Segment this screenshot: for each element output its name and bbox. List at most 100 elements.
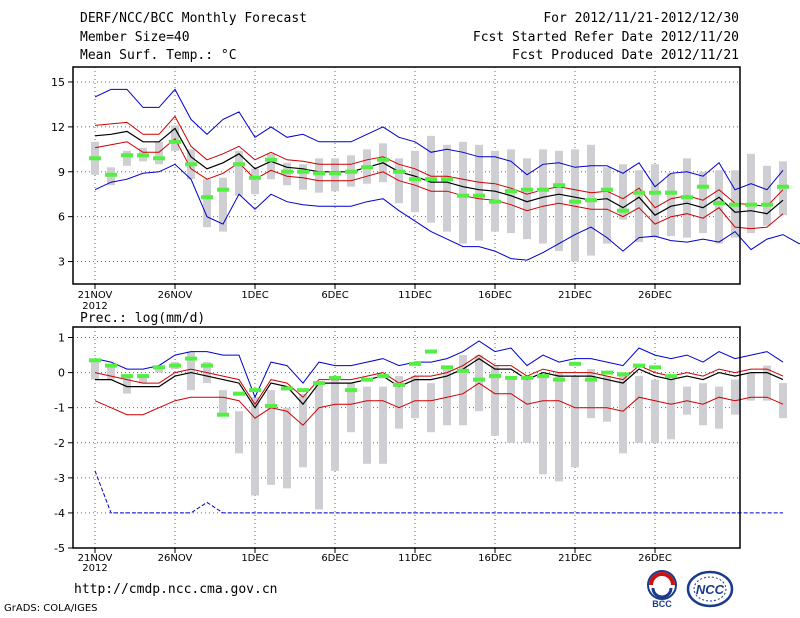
prec-spread-box xyxy=(507,376,515,443)
prec-spread-box xyxy=(283,407,291,489)
prec-spread-box xyxy=(459,355,467,426)
member-size-label: Member Size=40 xyxy=(80,30,190,45)
temp-spread-box xyxy=(651,164,659,238)
prec-observed-marker xyxy=(505,375,517,380)
temp-spread-box xyxy=(475,144,483,241)
temp-xtick-label: 26NOV xyxy=(158,290,193,301)
prec-observed-marker xyxy=(233,391,245,396)
temp-observed-marker xyxy=(457,193,469,198)
temp-spread-box xyxy=(539,149,547,244)
prec-observed-marker xyxy=(633,363,645,368)
temp-spread-box xyxy=(251,168,259,195)
temp-observed-marker xyxy=(121,153,133,158)
prec-observed-marker xyxy=(153,365,165,370)
prec-observed-marker xyxy=(521,375,533,380)
svg-text:NCC: NCC xyxy=(696,582,725,597)
temp-spread-lower-line xyxy=(94,138,784,230)
prec-observed-marker xyxy=(313,381,325,386)
prec-spread-lower-line xyxy=(94,382,784,426)
temp-observed-marker xyxy=(777,184,789,189)
prec-ytick-label: -1 xyxy=(54,402,65,415)
bcc-logo: BCC xyxy=(647,570,677,609)
prec-observed-marker xyxy=(569,361,581,366)
temp-observed-marker xyxy=(617,208,629,213)
prec-spread-box xyxy=(315,383,323,510)
prec-spread-box xyxy=(619,376,627,454)
prec-spread-box xyxy=(363,386,371,464)
prec-spread-box xyxy=(539,376,547,475)
temp-observed-marker xyxy=(409,177,421,182)
prec-spread-box xyxy=(555,372,563,482)
temp-spread-box xyxy=(603,167,611,244)
temp-observed-marker xyxy=(137,153,149,158)
temp-ensemble-mean-line xyxy=(94,127,784,216)
prec-spread-box xyxy=(299,393,307,468)
prec-xtick-label: 26NOV xyxy=(158,553,193,564)
prec-observed-marker xyxy=(585,377,597,382)
temp-spread-box xyxy=(155,141,163,165)
ncc-logo: NCC xyxy=(686,570,734,608)
temp-spread-box xyxy=(747,153,755,234)
temp-ytick-label: 6 xyxy=(58,211,65,224)
temp-min-line xyxy=(94,163,800,261)
source-url[interactable]: http://cmdp.ncc.cma.gov.cn xyxy=(74,582,278,597)
temp-spread-box xyxy=(171,125,179,151)
prec-spread-box xyxy=(251,397,259,496)
prec-xtick-label: 6DEC xyxy=(321,553,348,564)
temp-spread-box xyxy=(523,158,531,240)
temp-observed-marker xyxy=(201,195,213,200)
temp-observed-marker xyxy=(633,190,645,195)
prec-spread-box xyxy=(235,411,243,454)
temp-spread-box xyxy=(411,150,419,213)
prec-spread-box xyxy=(91,358,99,380)
temp-observed-marker xyxy=(585,198,597,203)
prec-observed-marker xyxy=(169,363,181,368)
temp-observed-marker xyxy=(425,177,437,182)
prec-observed-marker xyxy=(121,374,133,379)
temp-spread-box xyxy=(619,164,627,220)
temp-observed-marker xyxy=(553,183,565,188)
prec-xtick-label: 26DEC xyxy=(638,553,672,564)
prec-xtick-label: 21DEC xyxy=(558,553,592,564)
temp-observed-marker xyxy=(233,162,245,167)
prec-panel-title: Prec.: log(mm/d) xyxy=(80,311,205,326)
temp-plot-frame xyxy=(72,66,741,285)
grads-credit: GrADS: COLA/IGES xyxy=(4,603,98,614)
temp-xtick-label: 11DEC xyxy=(398,290,432,301)
temp-observed-marker xyxy=(521,187,533,192)
prec-observed-marker xyxy=(537,374,549,379)
prec-spread-box xyxy=(667,379,675,440)
temp-observed-marker xyxy=(217,187,229,192)
prec-observed-marker xyxy=(457,368,469,373)
temp-spread-box xyxy=(555,150,563,252)
prec-observed-marker xyxy=(249,388,261,393)
temp-observed-marker xyxy=(649,190,661,195)
chart-title: DERF/NCC/BCC Monthly Forecast xyxy=(80,11,307,26)
temp-ytick-label: 15 xyxy=(51,76,65,89)
prec-spread-box xyxy=(139,376,147,384)
prec-ytick-label: -4 xyxy=(54,507,65,520)
temp-spread-upper-line xyxy=(94,115,784,209)
temp-observed-marker xyxy=(489,199,501,204)
prec-plot-frame xyxy=(72,326,741,549)
prec-xtick-label: 1DEC xyxy=(241,553,268,564)
temp-xtick-label: 26DEC xyxy=(638,290,672,301)
temp-observed-marker xyxy=(105,172,117,177)
prec-ytick-label: -2 xyxy=(54,437,65,450)
prec-observed-marker xyxy=(425,349,437,354)
temp-panel: 3 6 9 12 15 21NOV 26NOV 1DEC 6DEC 11DEC 16DEC 21DEC… xyxy=(51,66,800,312)
prec-spread-box xyxy=(219,390,227,415)
prec-observed-marker xyxy=(665,374,677,379)
prec-observed-marker xyxy=(105,363,117,368)
prec-observed-marker xyxy=(361,377,373,382)
temp-observed-marker xyxy=(153,156,165,161)
forecast-period: For 2012/11/21-2012/12/30 xyxy=(543,11,739,26)
temp-xtick-label: 16DEC xyxy=(478,290,512,301)
temp-spread-box xyxy=(315,158,323,193)
prec-observed-marker xyxy=(377,374,389,379)
prec-spread-box xyxy=(379,386,387,464)
prec-spread-box xyxy=(395,376,403,429)
prec-ytick-label: -3 xyxy=(54,472,65,485)
temp-observed-marker xyxy=(393,169,405,174)
